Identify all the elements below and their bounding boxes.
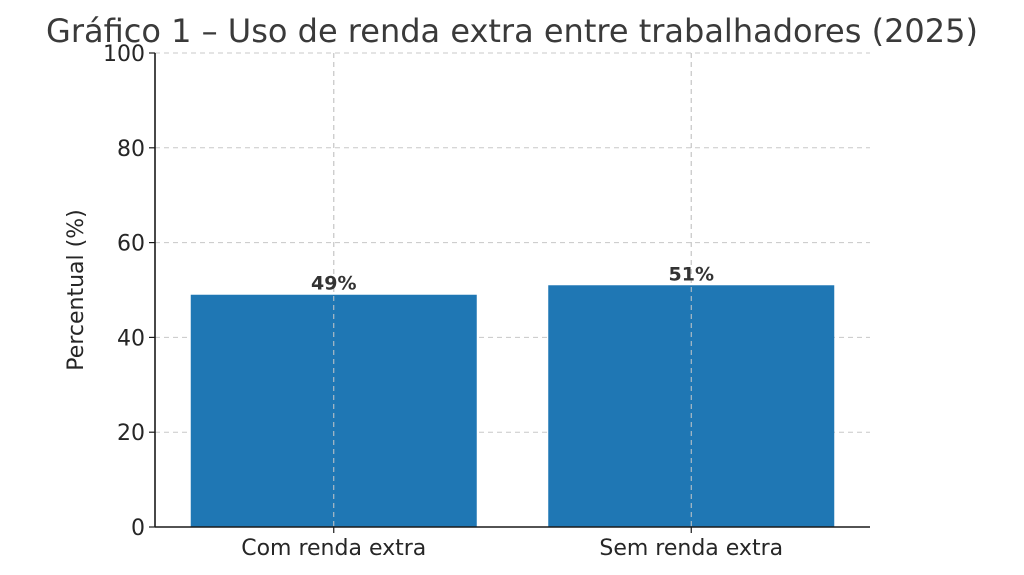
x-tick-label: Sem renda extra [599, 536, 783, 561]
y-tick-label: 80 [117, 137, 145, 162]
chart-title: Gráfico 1 – Uso de renda extra entre tra… [46, 12, 978, 50]
y-tick-label: 60 [117, 232, 145, 257]
bar-data-label: 51% [669, 263, 714, 285]
y-tick-label: 100 [103, 42, 145, 67]
y-tick-label: 40 [117, 326, 145, 351]
data-labels-layer: 49% 51% [311, 263, 714, 294]
y-tick-label: 0 [131, 516, 145, 541]
bar [190, 294, 477, 527]
bars-layer [190, 53, 835, 527]
x-tick-label: Com renda extra [241, 536, 426, 561]
ticks-layer: 0 20 40 60 80 100 Com renda extra Sem renda ext… [103, 42, 783, 561]
y-axis-label: Percentual (%) [64, 209, 89, 370]
bar-data-label: 49% [311, 273, 356, 295]
y-tick-label: 20 [117, 421, 145, 446]
axes-layer [154, 53, 870, 528]
